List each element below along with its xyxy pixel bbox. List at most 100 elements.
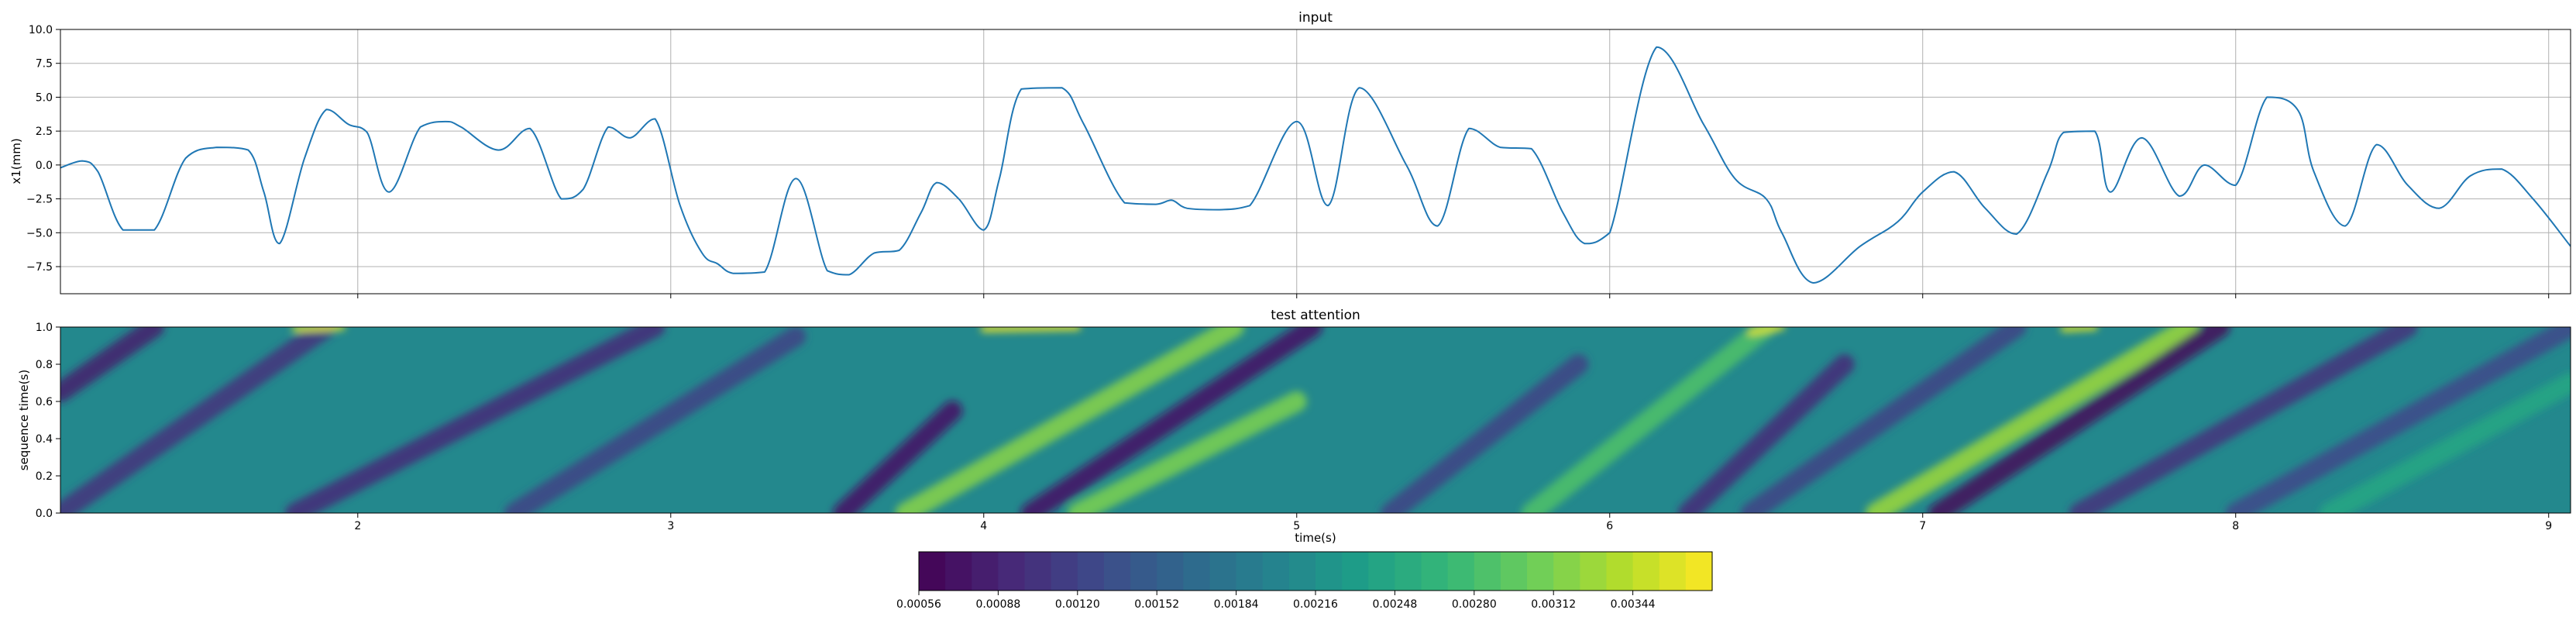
attention-x-tick-label: 7: [1919, 520, 1926, 532]
attention-band: [1380, 354, 1589, 513]
attention-band: [2319, 373, 2571, 513]
input-y-tick-label: 7.5: [36, 58, 53, 71]
input-chart-title: input: [1298, 10, 1333, 26]
attention-band: [1067, 391, 1307, 513]
colorbar-swatch: [1527, 552, 1554, 591]
input-y-tick-label: −5.0: [26, 227, 53, 239]
attention-band: [1677, 354, 1855, 513]
attention-band: [1020, 327, 1322, 513]
colorbar-swatch: [1395, 552, 1422, 591]
colorbar-swatch: [1183, 552, 1211, 591]
colorbar-ticks: 0.00056 0.00088 0.00120 0.00152 0.00184 0.002…: [896, 591, 1656, 611]
input-y-tick-label: 5.0: [36, 91, 53, 104]
input-grid: [60, 29, 2571, 294]
colorbar-swatch: [1316, 552, 1343, 591]
colorbar-swatch: [1288, 552, 1316, 591]
attention-x-ticks: 2 3 4 5 6 7 8 9: [354, 513, 2552, 532]
attention-band: [1521, 327, 1776, 513]
colorbar-swatch: [1580, 552, 1608, 591]
colorbar-swatch: [998, 552, 1026, 591]
input-y-tick-label: 10.0: [29, 24, 53, 36]
colorbar-tick-label: 0.00216: [1293, 598, 1338, 611]
colorbar-swatch: [1474, 552, 1501, 591]
attention-x-tick-label: 4: [980, 520, 987, 532]
attention-panel: test attention 0.0 0.2 0.4 0.6 0.8 1.0 2 3 4 5 6 7…: [17, 308, 2571, 545]
colorbar-swatch: [1368, 552, 1395, 591]
input-y-tick-label: 2.5: [36, 126, 53, 138]
attention-band: [832, 401, 963, 513]
colorbar-swatch: [1659, 552, 1687, 591]
attention-y-ticks: 0.0 0.2 0.4 0.6 0.8 1.0: [36, 322, 60, 520]
attention-y-axis-label: sequence time(s): [17, 370, 31, 470]
attention-x-tick-label: 8: [2232, 520, 2239, 532]
colorbar-swatch: [1157, 552, 1184, 591]
attention-x-tick-label: 2: [354, 520, 361, 532]
colorbar-swatch: [945, 552, 972, 591]
colorbar-swatches: [919, 552, 1713, 591]
input-y-tick-label: −7.5: [26, 261, 53, 274]
attention-y-tick-label: 0.0: [36, 508, 53, 520]
attention-band: [1928, 327, 2230, 513]
colorbar-swatch: [1606, 552, 1634, 591]
colorbar-tick-label: 0.00312: [1531, 598, 1576, 611]
attention-chart-title: test attention: [1271, 308, 1360, 323]
colorbar-tick-label: 0.00248: [1372, 598, 1417, 611]
colorbar-tick-label: 0.00056: [896, 598, 941, 611]
attention-y-tick-label: 0.4: [36, 433, 53, 446]
attention-x-tick-label: 3: [667, 520, 674, 532]
attention-x-axis-label: time(s): [1295, 531, 1336, 545]
attention-heatmap-bands: [60, 327, 2571, 513]
colorbar-swatch: [1051, 552, 1078, 591]
attention-band: [2225, 327, 2571, 513]
attention-axes-frame: [60, 326, 2571, 514]
colorbar-swatch: [1103, 552, 1131, 591]
input-y-axis-label: x1(mm): [9, 138, 23, 184]
colorbar-swatch: [1342, 552, 1369, 591]
attention-y-tick-label: 0.6: [36, 396, 53, 408]
attention-y-tick-label: 1.0: [36, 322, 53, 334]
attention-band: [1747, 327, 1785, 336]
input-series-line: [60, 46, 2571, 284]
colorbar-swatch: [1077, 552, 1105, 591]
colorbar-swatch: [1024, 552, 1052, 591]
colorbar-swatch: [1130, 552, 1157, 591]
input-y-tick-label: −2.5: [26, 194, 53, 206]
input-x-ticks: [357, 294, 2550, 298]
colorbar-swatch: [1447, 552, 1475, 591]
colorbar-swatch: [1262, 552, 1290, 591]
colorbar-tick-label: 0.00120: [1055, 598, 1100, 611]
input-axes-frame: [60, 29, 2571, 294]
attention-band: [1866, 327, 2199, 513]
colorbar-swatch: [1500, 552, 1528, 591]
attention-band: [895, 327, 1244, 513]
attention-y-tick-label: 0.2: [36, 470, 53, 483]
attention-y-tick-label: 0.8: [36, 359, 53, 371]
colorbar-swatch: [972, 552, 999, 591]
attention-x-tick-label: 6: [1606, 520, 1613, 532]
colorbar-swatch: [1685, 552, 1713, 591]
colorbar: 0.00056 0.00088 0.00120 0.00152 0.00184 0.002…: [896, 551, 1713, 611]
colorbar-tick-label: 0.00184: [1214, 598, 1259, 611]
colorbar-swatch: [1236, 552, 1264, 591]
colorbar-tick-label: 0.00088: [975, 598, 1020, 611]
attention-x-tick-label: 9: [2545, 520, 2552, 532]
input-panel: input −7.5 −5.0 −2.5 0.0 2.5 5.0 7.5 10.0 x1(mm…: [9, 10, 2571, 298]
attention-band: [2069, 327, 2418, 513]
colorbar-tick-label: 0.00344: [1611, 598, 1656, 611]
attention-band: [60, 327, 337, 513]
colorbar-tick-label: 0.00280: [1452, 598, 1497, 611]
attention-band: [1740, 327, 2027, 513]
colorbar-swatch: [919, 552, 946, 591]
attention-band: [504, 327, 807, 513]
attention-x-tick-label: 5: [1293, 520, 1300, 532]
attention-band: [60, 327, 165, 402]
colorbar-swatch: [1209, 552, 1237, 591]
input-y-tick-label: 0.0: [36, 160, 53, 172]
input-y-ticks: −7.5 −5.0 −2.5 0.0 2.5 5.0 7.5 10.0: [26, 24, 60, 274]
colorbar-swatch: [1421, 552, 1449, 591]
colorbar-swatch: [1553, 552, 1580, 591]
colorbar-swatch: [1632, 552, 1660, 591]
colorbar-tick-label: 0.00152: [1134, 598, 1179, 611]
attention-band: [284, 327, 665, 513]
